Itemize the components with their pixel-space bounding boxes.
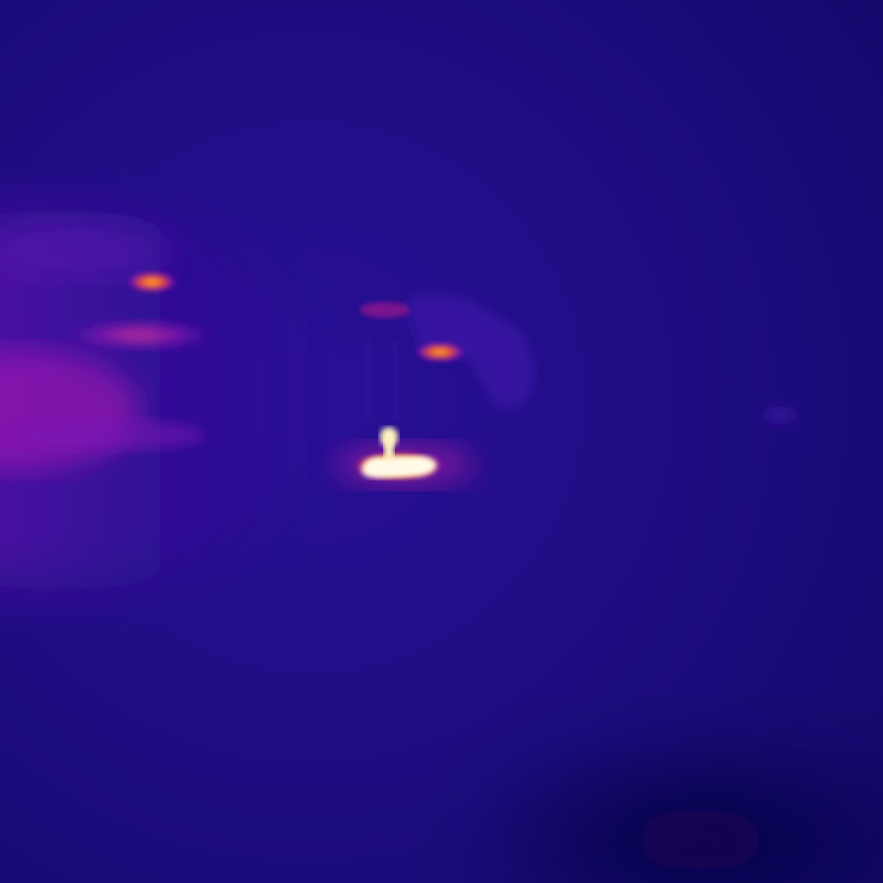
faint-object-silhouette bbox=[405, 294, 534, 409]
dark-corner-region bbox=[440, 720, 883, 883]
heat-streak-middle bbox=[60, 321, 220, 349]
faint-vertical-post bbox=[393, 340, 398, 420]
left-heat-glow bbox=[0, 210, 340, 590]
faint-vertical-post bbox=[365, 340, 371, 420]
small-warm-mark bbox=[360, 302, 410, 318]
heat-streak-upper bbox=[0, 220, 170, 280]
hot-object-neck bbox=[384, 440, 394, 460]
warm-spot-upper-left bbox=[126, 271, 178, 293]
warm-crescent-spot bbox=[414, 342, 466, 362]
faint-warm-spot-right bbox=[752, 401, 808, 429]
heat-streak-lower bbox=[15, 419, 205, 451]
hottest-region bbox=[361, 456, 437, 478]
